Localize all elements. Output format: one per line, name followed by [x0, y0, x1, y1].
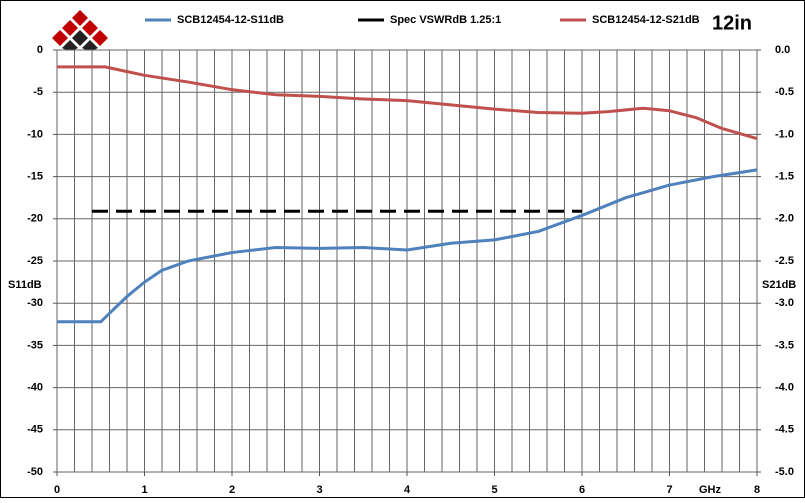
y-tick-label: -30 [27, 297, 43, 309]
y2-tick-label: -2.5 [775, 255, 794, 267]
y-tick-label: -5 [33, 86, 43, 98]
y-tick-label: -25 [27, 255, 43, 267]
y2-tick-label: -5.0 [775, 466, 794, 478]
legend-label: SCB12454-12-S11dB [177, 14, 284, 26]
y-tick-label: -15 [27, 171, 43, 183]
y2-axis-label: S21dB [762, 279, 796, 291]
y2-tick-label: -4.5 [775, 424, 794, 436]
y-tick-label: 0 [37, 44, 43, 56]
y-tick-label: -45 [27, 424, 43, 436]
y2-tick-label: -1.0 [775, 128, 794, 140]
y2-tick-label: 0.0 [775, 44, 790, 56]
x-tick-label: 1 [141, 484, 147, 496]
y-tick-label: -40 [27, 382, 43, 394]
y2-tick-label: -0.5 [775, 86, 794, 98]
y2-tick-label: -1.5 [775, 171, 794, 183]
y-tick-label: -20 [27, 213, 43, 225]
logo [52, 10, 108, 52]
y2-tick-label: -3.0 [775, 297, 794, 309]
x-tick-label: 0 [54, 484, 60, 496]
x-tick-label: 3 [316, 484, 322, 496]
legend-label: Spec VSWRdB 1.25:1 [390, 14, 501, 26]
x-tick-label: 8 [754, 484, 760, 496]
y-tick-label: -10 [27, 128, 43, 140]
y2-tick-label: -2.0 [775, 213, 794, 225]
y-tick-label: -50 [27, 466, 43, 478]
x-tick-label: 2 [229, 484, 235, 496]
y-tick-label: -35 [27, 339, 43, 351]
y2-tick-label: -3.5 [775, 339, 794, 351]
x-tick-label: 6 [579, 484, 585, 496]
x-axis-label: GHz [699, 484, 722, 496]
y2-tick-label: -4.0 [775, 382, 794, 394]
y-axis-label: S11dB [8, 279, 42, 291]
x-tick-label: 5 [491, 484, 497, 496]
legend-label: SCB12454-12-S21dB [592, 14, 700, 26]
x-tick-label: 4 [404, 484, 411, 496]
series-line [57, 65, 758, 141]
series-line [57, 168, 758, 324]
x-tick-label: 7 [666, 484, 672, 496]
chart-title: 12in [712, 12, 752, 34]
